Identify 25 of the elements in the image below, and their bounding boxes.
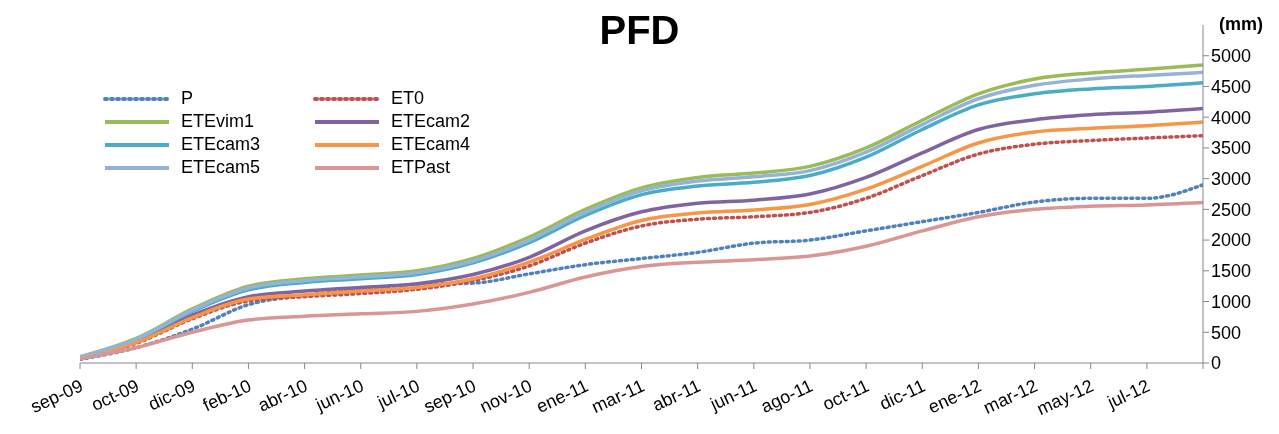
legend-label: ETEcam4: [391, 134, 471, 155]
y-tick-label: 4500: [1211, 76, 1252, 97]
y-axis-title: (mm): [1219, 14, 1263, 35]
y-tick-label: 500: [1211, 322, 1242, 343]
x-tick-label: dic-11: [876, 375, 929, 414]
legend-label: P: [181, 88, 194, 109]
y-tick-label: 3000: [1211, 169, 1252, 190]
x-tick-label: oct-09: [88, 375, 143, 415]
x-tick-label: dic-09: [145, 375, 199, 415]
y-tick-label: 1000: [1211, 291, 1252, 312]
legend-label: ETEvim1: [181, 111, 255, 132]
y-tick-label: 5000: [1211, 46, 1252, 67]
y-tick-label: 0: [1211, 353, 1222, 374]
legend-label: ETEcam2: [391, 111, 471, 132]
legend-label: ET0: [391, 88, 425, 109]
y-tick-label: 2000: [1211, 230, 1252, 251]
legend-label: ETPast: [391, 157, 451, 178]
y-tick-label: 1500: [1211, 261, 1252, 282]
legend-label: ETEcam3: [181, 134, 261, 155]
y-tick-label: 4000: [1211, 107, 1252, 128]
chart-title: PFD: [599, 8, 680, 52]
legend-label: ETEcam5: [181, 157, 261, 178]
y-tick-label: 2500: [1211, 199, 1252, 220]
y-tick-label: 3500: [1211, 138, 1252, 159]
x-tick-label: oct-11: [819, 375, 873, 415]
